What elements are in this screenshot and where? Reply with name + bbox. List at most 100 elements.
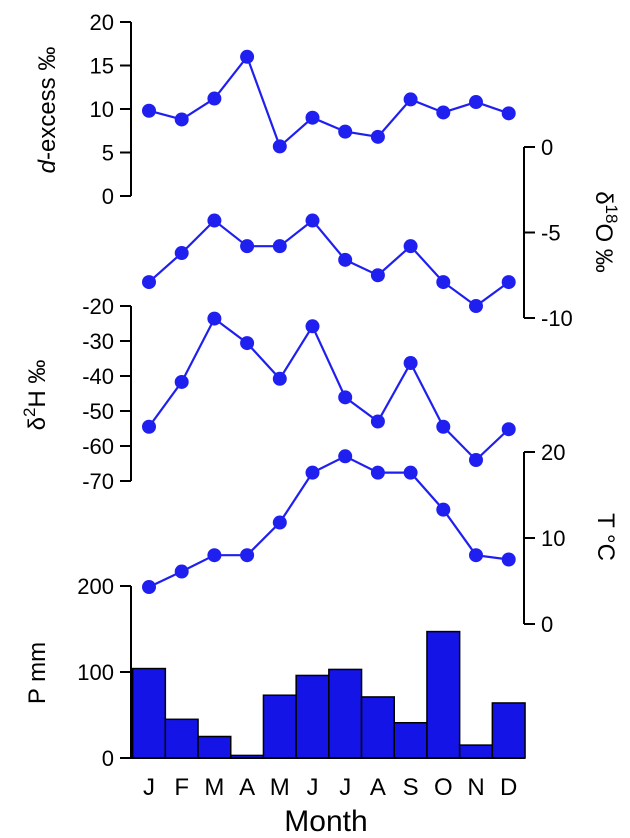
month-label: J xyxy=(143,774,155,801)
bar xyxy=(393,721,428,759)
data-point xyxy=(142,580,156,595)
data-point xyxy=(469,95,483,110)
data-point xyxy=(436,502,451,517)
data-point xyxy=(436,275,451,290)
y-tick-label: -20 xyxy=(82,294,114,319)
bar xyxy=(197,735,232,759)
data-point xyxy=(142,419,156,434)
temperature-ticks: 0 10 20 xyxy=(524,440,565,637)
series-line xyxy=(148,316,510,462)
data-point xyxy=(469,453,483,467)
data-point xyxy=(174,112,189,127)
data-point xyxy=(403,356,418,371)
data-point xyxy=(305,213,320,228)
data-point xyxy=(403,465,418,480)
y-tick-label: 200 xyxy=(77,574,114,599)
y-tick-label: 20 xyxy=(541,440,565,465)
data-point xyxy=(240,239,255,254)
bar xyxy=(458,744,494,759)
delta18o-panel: 0 -5 -10 δ18O ‰ xyxy=(142,135,621,331)
data-point xyxy=(370,268,385,283)
data-point xyxy=(142,103,156,118)
data-point xyxy=(240,336,255,351)
bar xyxy=(360,696,395,759)
data-point xyxy=(403,92,418,107)
data-point xyxy=(240,548,255,563)
month-label: N xyxy=(467,774,484,801)
y-tick-label: -30 xyxy=(82,329,114,354)
d-excess-ticks: 0 5 10 15 20 xyxy=(90,10,131,209)
bar xyxy=(164,718,199,759)
d-excess-series xyxy=(142,49,516,154)
y-tick-label: 0 xyxy=(541,135,553,160)
y-tick-label: -40 xyxy=(82,364,114,389)
x-axis-title: Month xyxy=(284,805,367,838)
delta18o-series xyxy=(142,213,516,314)
delta2h-panel: -20 -30 -40 -50 -60 -70 δ2H ‰ xyxy=(20,294,516,494)
bar xyxy=(295,674,330,759)
data-point xyxy=(370,414,385,429)
data-point xyxy=(338,390,353,405)
month-label: J xyxy=(307,774,319,801)
data-point xyxy=(305,465,320,480)
y-tick-label: 0 xyxy=(102,184,114,209)
bar xyxy=(491,702,526,759)
month-label: F xyxy=(174,774,189,801)
data-point xyxy=(207,311,222,326)
temperature-axis-title: T °C xyxy=(592,513,619,561)
data-point xyxy=(338,449,353,464)
delta18o-ticks: 0 -5 -10 xyxy=(524,135,573,331)
data-point xyxy=(403,239,418,254)
month-label: O xyxy=(434,774,453,801)
series-line xyxy=(148,455,509,589)
month-label: M xyxy=(204,774,224,801)
y-tick-label: 20 xyxy=(90,10,114,35)
temperature-panel: 0 10 20 T °C xyxy=(142,440,619,637)
y-tick-label: -70 xyxy=(82,469,114,494)
y-tick-label: 10 xyxy=(90,97,114,122)
d-excess-panel: 0 5 10 15 20 d-excess ‰ xyxy=(34,10,516,209)
series-line xyxy=(148,219,510,308)
delta18o-axis-title: δ18O ‰ xyxy=(590,191,621,273)
month-label: M xyxy=(270,774,290,801)
data-point xyxy=(272,139,287,154)
bar xyxy=(131,667,167,759)
y-tick-label: -5 xyxy=(541,221,561,246)
delta2h-ticks: -20 -30 -40 -50 -60 -70 xyxy=(82,294,131,494)
precipitation-ticks: 0 100 200 xyxy=(77,574,131,771)
data-point xyxy=(207,213,222,228)
bar xyxy=(262,694,297,759)
data-point xyxy=(501,552,516,567)
data-point xyxy=(272,515,287,530)
month-label: A xyxy=(370,774,386,801)
delta2h-series xyxy=(142,311,516,467)
data-point xyxy=(338,252,353,267)
data-point xyxy=(370,129,385,144)
y-tick-label: -10 xyxy=(541,306,573,331)
data-point xyxy=(469,548,483,563)
data-point xyxy=(207,91,222,106)
data-point xyxy=(272,239,287,254)
bar xyxy=(426,630,461,759)
precipitation-panel: 0 100 200 P mm xyxy=(24,574,526,771)
data-point xyxy=(207,548,222,563)
y-tick-label: -60 xyxy=(82,434,114,459)
y-tick-label: -50 xyxy=(82,399,114,424)
data-point xyxy=(501,422,516,437)
y-tick-label: 0 xyxy=(541,612,553,637)
data-point xyxy=(436,105,451,120)
data-point xyxy=(370,465,385,480)
data-point xyxy=(272,371,287,386)
delta2h-axis-title: δ2H ‰ xyxy=(20,360,51,431)
y-tick-label: 0 xyxy=(102,746,114,771)
y-tick-label: 10 xyxy=(541,526,565,551)
month-label: D xyxy=(500,774,517,801)
data-point xyxy=(501,106,516,121)
month-label: S xyxy=(403,774,419,801)
data-point xyxy=(305,319,320,334)
data-point xyxy=(338,124,353,139)
data-point xyxy=(174,246,189,261)
bar xyxy=(328,668,363,759)
data-point xyxy=(240,49,255,64)
